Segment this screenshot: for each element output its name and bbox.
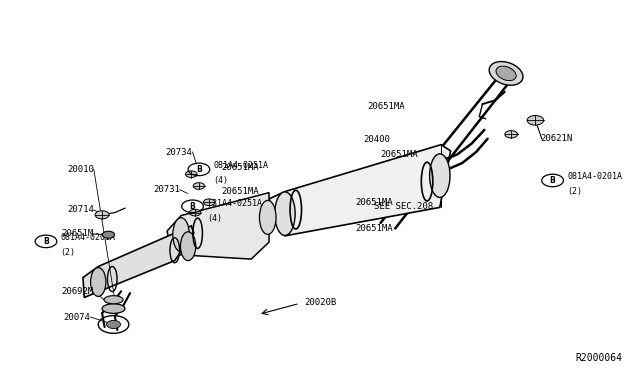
Circle shape [189, 209, 201, 216]
Text: (4): (4) [214, 176, 228, 185]
Text: 081A4-0251A: 081A4-0251A [214, 161, 269, 170]
Text: 20651MA: 20651MA [221, 163, 259, 172]
Text: (2): (2) [567, 187, 582, 196]
Text: SEE SEC.208: SEE SEC.208 [374, 202, 433, 211]
Ellipse shape [429, 154, 450, 198]
Polygon shape [167, 193, 269, 259]
Text: 20010: 20010 [67, 165, 94, 174]
Circle shape [204, 199, 215, 206]
Text: B: B [189, 202, 195, 211]
Text: 20074: 20074 [64, 312, 91, 321]
Ellipse shape [275, 192, 295, 235]
Text: 20651MA: 20651MA [355, 224, 393, 233]
Text: B: B [43, 237, 49, 246]
Text: R2000064: R2000064 [576, 353, 623, 363]
Text: 20734: 20734 [166, 148, 193, 157]
Text: 081A4-0201A: 081A4-0201A [567, 172, 622, 181]
Ellipse shape [102, 304, 125, 313]
Text: 20651M: 20651M [61, 230, 94, 238]
Text: B: B [196, 165, 202, 174]
Polygon shape [83, 226, 194, 298]
Ellipse shape [496, 66, 516, 81]
Circle shape [95, 211, 109, 219]
Text: 20731: 20731 [153, 185, 180, 194]
Text: 20400: 20400 [364, 135, 390, 144]
Ellipse shape [489, 61, 523, 85]
Text: 20651MA: 20651MA [381, 150, 418, 159]
Circle shape [505, 131, 518, 138]
Circle shape [527, 115, 543, 125]
Ellipse shape [104, 296, 123, 304]
Text: 20692M: 20692M [61, 287, 94, 296]
Text: 20651MA: 20651MA [368, 102, 405, 111]
Text: (4): (4) [207, 214, 222, 223]
Circle shape [193, 183, 205, 189]
Text: 081A4-0251A: 081A4-0251A [207, 199, 262, 208]
Circle shape [106, 320, 120, 328]
Text: 20020B: 20020B [304, 298, 336, 307]
Polygon shape [269, 145, 451, 236]
Ellipse shape [173, 218, 189, 252]
Circle shape [186, 171, 197, 177]
Ellipse shape [91, 267, 106, 296]
Text: (2): (2) [61, 248, 76, 257]
Ellipse shape [102, 231, 115, 238]
Text: B: B [550, 176, 556, 185]
Text: 20714: 20714 [67, 205, 94, 215]
Ellipse shape [180, 232, 196, 260]
Text: 20651MA: 20651MA [355, 198, 393, 207]
Text: 20651MA: 20651MA [221, 187, 259, 196]
Ellipse shape [259, 201, 276, 234]
Text: 20621N: 20621N [540, 134, 572, 143]
Text: 081A4-0201A: 081A4-0201A [61, 233, 116, 242]
